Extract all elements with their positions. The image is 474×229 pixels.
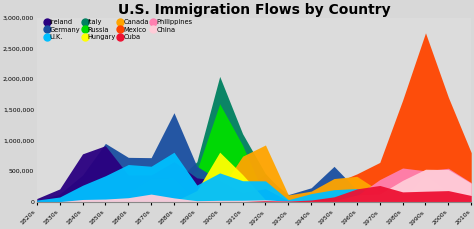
Legend: Ireland, Germany, U.K., Italy, Russia, Hungary, Canada, Mexico, Cuba, Philippine: Ireland, Germany, U.K., Italy, Russia, H… (45, 18, 194, 42)
Title: U.S. Immigration Flows by Country: U.S. Immigration Flows by Country (118, 3, 390, 17)
